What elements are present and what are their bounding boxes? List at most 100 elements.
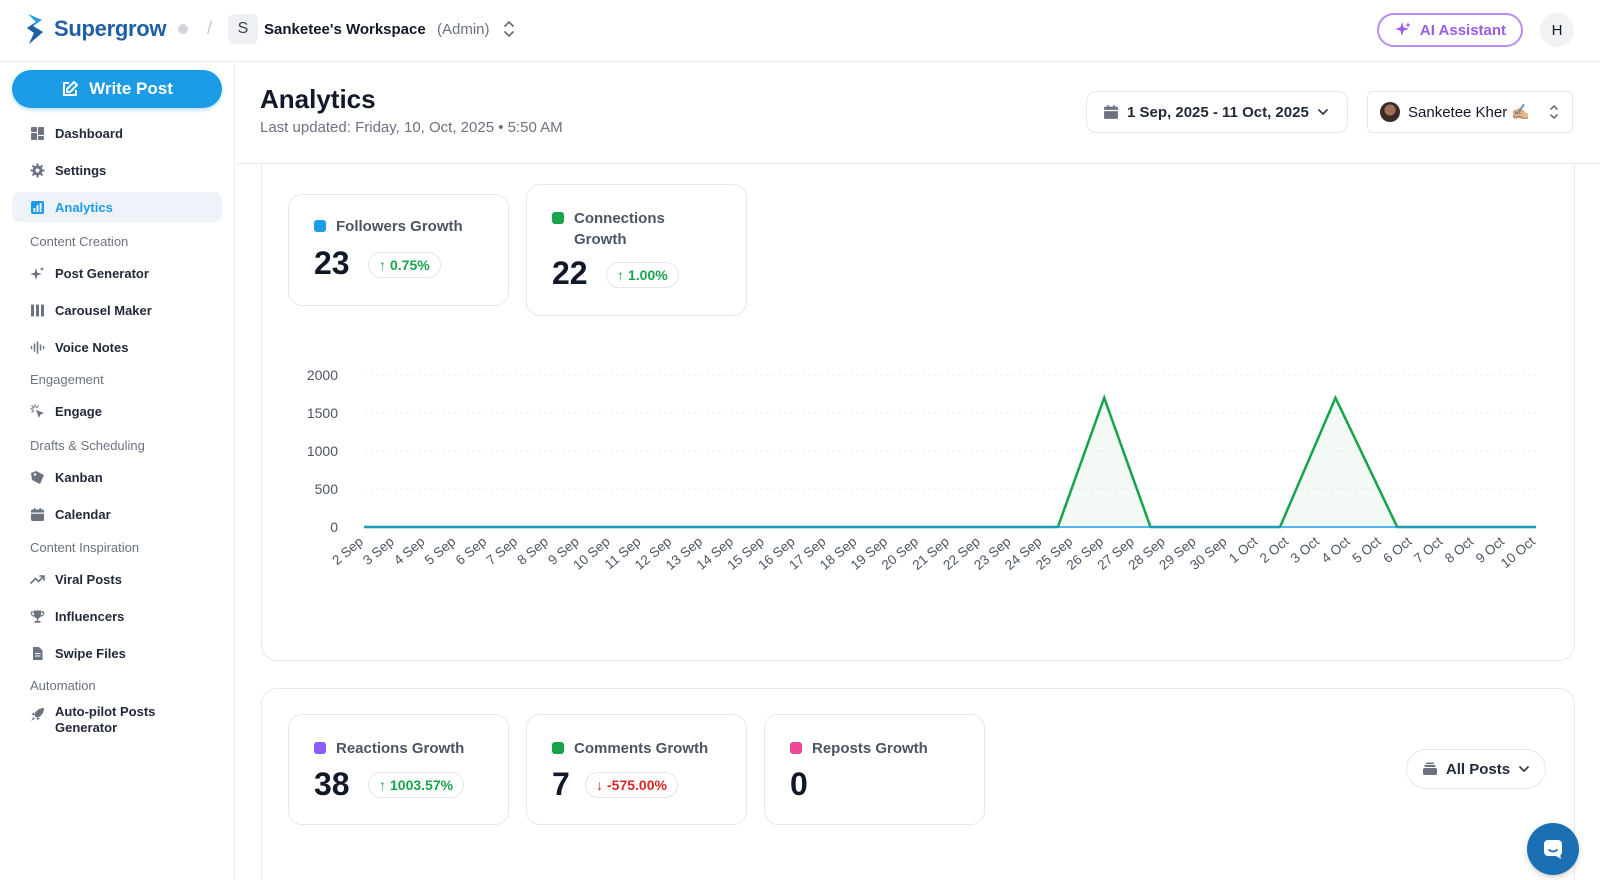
sidebar-item-label: Engage (55, 403, 102, 419)
ai-assistant-label: AI Assistant (1419, 21, 1507, 39)
sidebar-item-settings[interactable]: Settings (12, 155, 222, 185)
date-range-value: 1 Sep, 2025 - 11 Oct, 2025 (1127, 103, 1309, 121)
sidebar-item-auto-pilot[interactable]: Auto-pilot Posts Generator (12, 702, 222, 738)
y-tick-label: 500 (315, 481, 339, 497)
trophy-icon (30, 610, 45, 623)
profile-avatar (1380, 102, 1400, 122)
brand-name: Supergrow (54, 16, 167, 41)
reactions-growth-card: Reactions Growth 38 ↑ 1003.57% (288, 714, 509, 825)
reactions-change-badge: ↑ 1003.57% (368, 772, 465, 798)
connections-swatch (552, 212, 564, 224)
chevron-up-down-icon[interactable] (502, 18, 516, 40)
sparkles-icon (30, 266, 45, 280)
sidebar-item-label: Calendar (55, 506, 111, 522)
workspace-name[interactable]: Sanketee's Workspace (264, 21, 426, 38)
profile-name: Sanketee Kher ✍🏼 (1408, 104, 1531, 121)
reactions-swatch (314, 742, 326, 754)
write-post-button[interactable]: Write Post (12, 70, 222, 108)
breadcrumb-separator: / (207, 18, 213, 38)
x-tick-label: 6 Oct (1380, 534, 1415, 566)
reposts-growth-title: Reposts Growth (790, 738, 928, 759)
followers-growth-card: Followers Growth 23 ↑ 0.75% (288, 194, 509, 306)
comments-growth-card: Comments Growth 7 ↓ -575.00% (526, 714, 747, 825)
followers-change-badge: ↑ 0.75% (368, 252, 441, 278)
followers-growth-value: 23 (314, 245, 350, 281)
x-tick-label: 4 Oct (1319, 534, 1354, 566)
profile-selector[interactable]: Sanketee Kher ✍🏼 (1367, 91, 1573, 133)
comments-change-badge: ↓ -575.00% (585, 772, 678, 798)
all-posts-filter[interactable]: All Posts (1406, 749, 1546, 789)
comments-change-value: -575.00% (607, 777, 667, 793)
chat-icon (1544, 840, 1562, 859)
sidebar-item-analytics[interactable]: Analytics (12, 192, 222, 222)
last-updated-text: Last updated: Friday, 10, Oct, 2025 • 5:… (260, 119, 563, 136)
waveform-icon (30, 340, 45, 354)
x-tick-label: 3 Sep (360, 534, 397, 568)
sidebar-item-post-generator[interactable]: Post Generator (12, 258, 222, 288)
sidebar-item-influencers[interactable]: Influencers (12, 601, 222, 631)
arrow-up-icon: ↑ (617, 267, 624, 283)
reposts-growth-label: Reposts Growth (812, 740, 928, 757)
gear-icon (30, 163, 45, 177)
connections-growth-label: Connections Growth (574, 210, 665, 248)
x-tick-label: 2 Sep (329, 534, 366, 568)
stack-icon (1422, 762, 1437, 775)
followers-growth-title: Followers Growth (314, 216, 463, 237)
date-range-picker[interactable]: 1 Sep, 2025 - 11 Oct, 2025 (1086, 91, 1348, 133)
sidebar-item-viral-posts[interactable]: Viral Posts (12, 564, 222, 594)
document-icon (33, 646, 43, 660)
arrow-down-icon: ↓ (596, 777, 603, 793)
edit-icon (63, 81, 79, 96)
sidebar: Write Post Dashboard Settings Analytics … (0, 62, 235, 880)
sidebar-item-label: Settings (55, 162, 107, 178)
y-tick-label: 1000 (307, 443, 338, 459)
chevron-up-down-icon (1550, 105, 1558, 119)
sidebar-item-label: Influencers (55, 608, 125, 624)
connections-growth-value: 22 (552, 255, 588, 291)
section-engagement: Engagement (30, 372, 104, 387)
ai-assistant-button[interactable]: AI Assistant (1377, 13, 1523, 47)
chevron-down-icon (1519, 766, 1529, 772)
logo-icon (27, 14, 43, 44)
sidebar-item-engage[interactable]: Engage (12, 396, 222, 426)
sidebar-item-voice-notes[interactable]: Voice Notes (12, 332, 222, 362)
reactions-growth-value: 38 (314, 766, 350, 802)
x-tick-label: 5 Sep (422, 534, 459, 568)
sidebar-item-kanban[interactable]: Kanban (12, 462, 222, 492)
sidebar-item-label: Analytics (55, 199, 113, 215)
section-automation: Automation (30, 678, 96, 693)
section-content-creation: Content Creation (30, 234, 129, 249)
brand-logo[interactable]: Supergrow (24, 12, 167, 46)
tag-icon (31, 470, 44, 484)
sidebar-item-calendar[interactable]: Calendar (12, 499, 222, 529)
workspace-role: (Admin) (437, 21, 490, 38)
sidebar-item-label: Auto-pilot Posts Generator (55, 704, 156, 735)
chat-support-button[interactable] (1527, 823, 1579, 875)
cursor-click-icon (30, 403, 44, 418)
bar-chart-icon (31, 200, 44, 214)
x-tick-label: 7 Sep (483, 534, 520, 568)
x-tick-label: 6 Sep (453, 534, 490, 568)
y-tick-label: 0 (330, 519, 338, 535)
sidebar-item-label: Voice Notes (55, 339, 129, 355)
reactions-growth-title: Reactions Growth (314, 738, 464, 759)
sidebar-item-dashboard[interactable]: Dashboard (12, 118, 222, 148)
followers-swatch (314, 220, 326, 232)
sidebar-item-swipe-files[interactable]: Swipe Files (12, 638, 222, 668)
workspace-avatar[interactable]: S (228, 14, 258, 44)
reactions-growth-label: Reactions Growth (336, 740, 465, 757)
trending-up-icon (30, 574, 45, 584)
sidebar-item-carousel-maker[interactable]: Carousel Maker (12, 295, 222, 325)
page-header: Analytics Last updated: Friday, 10, Oct,… (236, 62, 1600, 164)
x-tick-label: 10 Oct (1498, 534, 1538, 571)
sidebar-item-label: Carousel Maker (55, 302, 152, 318)
x-tick-label: 3 Oct (1288, 534, 1323, 566)
x-tick-label: 1 Oct (1226, 534, 1261, 566)
rocket-icon (31, 708, 44, 721)
user-avatar[interactable]: H (1540, 13, 1574, 47)
comments-growth-label: Comments Growth (574, 740, 709, 757)
sparkle-icon (1394, 22, 1411, 36)
arrow-up-icon: ↑ (379, 777, 386, 793)
sidebar-item-label: Swipe Files (55, 645, 126, 661)
